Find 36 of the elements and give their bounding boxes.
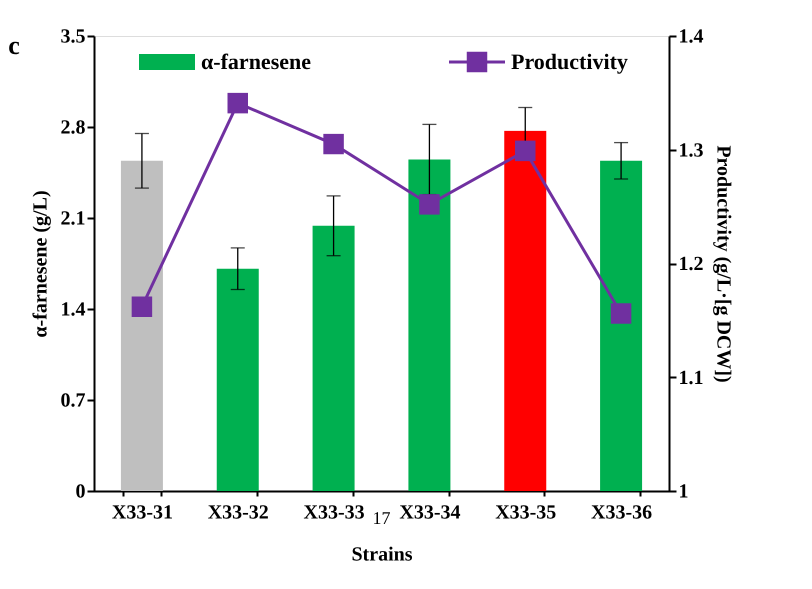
bar [600,160,642,491]
point [132,296,152,317]
y-tick-label: 0.7 [60,390,86,412]
y2-tick-label: 1.1 [678,366,704,389]
x-tick-label: X33-31 [112,502,173,524]
text: 17 [372,508,390,528]
x-tick-label: X33-32 [208,502,269,524]
legend-label: Productivity [511,49,628,74]
y2-tick-label: 1 [678,480,688,502]
y2-axis-title: Productivity (g/L·[g DCW]) [712,145,734,383]
x-tick-label: X33-35 [495,502,556,524]
text: c [8,31,20,60]
y-tick-label: 3.5 [60,26,86,48]
legend-label: α-farnesene [201,49,312,74]
y-tick-label: 2.1 [60,208,86,230]
point [419,194,440,215]
bar [216,268,259,491]
y-tick-label: 0 [76,480,86,502]
point [228,92,248,114]
y-tick-label: 1.4 [60,298,86,320]
y2-tick-label: 1.4 [678,26,704,48]
x-tick-label: X33-33 [304,502,365,524]
point [323,134,344,154]
bar [504,130,546,491]
point [515,140,536,162]
y2-tick-label: 1.2 [678,253,704,275]
x-axis-title: Strains [351,544,413,566]
x-tick-label: X33-34 [399,502,460,524]
bar [312,226,355,491]
point [610,303,632,324]
y-axis-title: α-farnesene (g/L) [30,190,52,338]
x-tick-label: X33-36 [591,502,652,524]
bar [408,160,450,491]
y2-tick-label: 1.3 [678,139,704,162]
bar [120,160,163,491]
y-tick-label: 2.8 [60,116,86,138]
